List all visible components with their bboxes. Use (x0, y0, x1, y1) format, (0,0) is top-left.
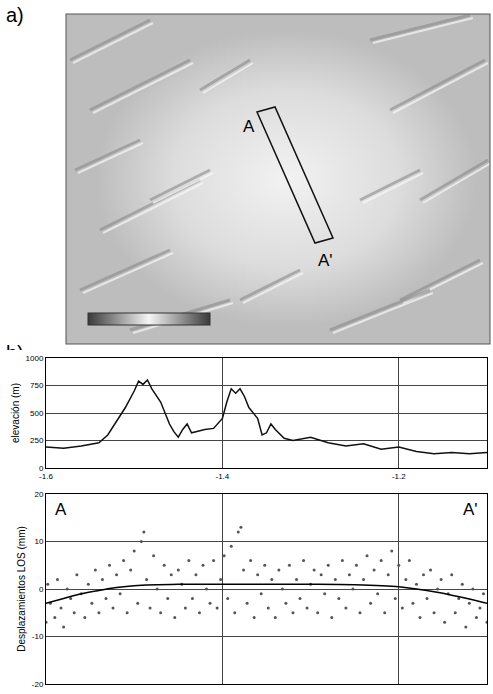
svg-text:A: A (243, 117, 255, 136)
html-text:a): a) (6, 4, 24, 26)
svg-text:A': A' (318, 251, 333, 270)
svg-text:-1.2: -1.2 (392, 472, 406, 481)
svg-text:0: 0 (39, 585, 44, 594)
svg-text:elevación (m): elevación (m) (10, 383, 21, 443)
svg-text:Desplazamientos LOS (mm): Desplazamientos LOS (mm) (16, 526, 27, 652)
html-text:b): b) (6, 342, 24, 364)
svg-text:A': A' (463, 500, 478, 519)
svg-text:1000: 1000 (26, 354, 44, 363)
svg-text:-1.4: -1.4 (216, 472, 230, 481)
svg-text:10: 10 (34, 537, 43, 546)
svg-text:500: 500 (30, 409, 44, 418)
svg-text:-10: -10 (32, 632, 44, 641)
svg-text:20: 20 (34, 490, 43, 499)
svg-text:250: 250 (30, 436, 44, 445)
svg-text:-1.6: -1.6 (39, 472, 53, 481)
svg-text:0: 0 (39, 464, 44, 473)
svg-text:750: 750 (30, 381, 44, 390)
svg-text:A: A (55, 500, 67, 519)
svg-text:-20: -20 (32, 680, 44, 689)
